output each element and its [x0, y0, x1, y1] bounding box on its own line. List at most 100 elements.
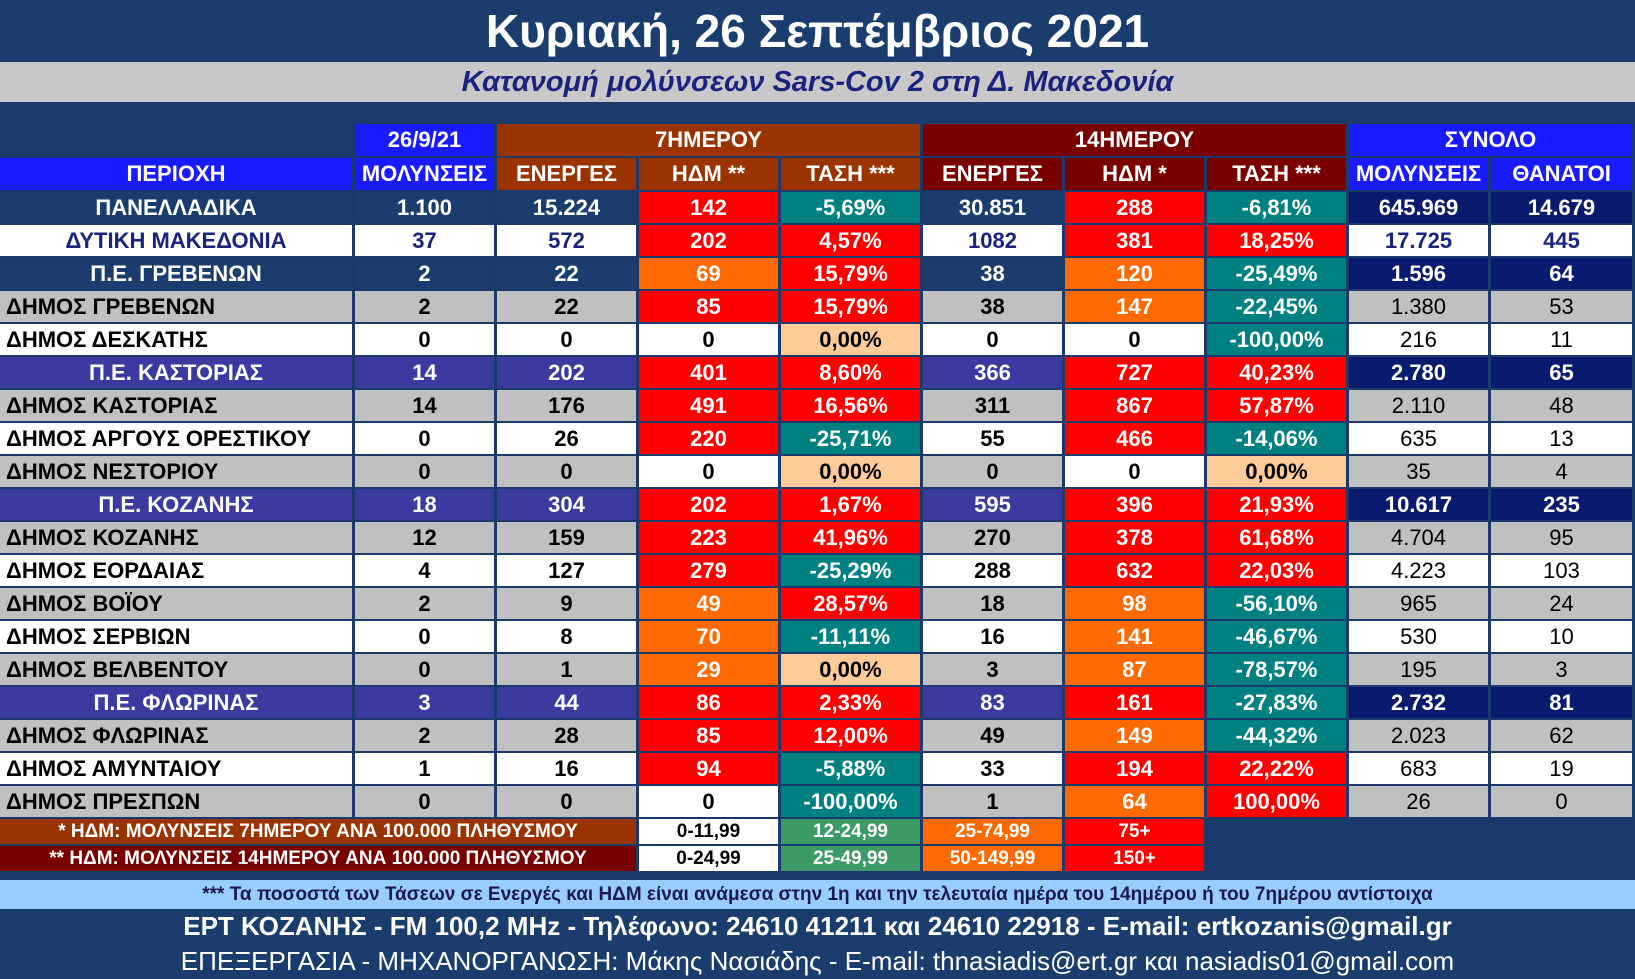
data-cell: 21,93% — [1207, 489, 1349, 522]
data-cell: 22 — [497, 291, 639, 324]
header-total: ΣΥΝΟΛΟ — [1349, 124, 1635, 158]
data-cell: 13 — [1491, 423, 1635, 456]
data-cell: -25,29% — [781, 555, 923, 588]
data-cell: 2.732 — [1349, 687, 1491, 720]
data-cell: -78,57% — [1207, 654, 1349, 687]
data-cell: 22,22% — [1207, 753, 1349, 786]
area-name: ΔΗΜΟΣ ΣΕΡΒΙΩΝ — [0, 621, 355, 654]
data-cell: 55 — [923, 423, 1065, 456]
table-row: Π.Ε. ΓΡΕΒΕΝΩΝ 2 22 69 15,79% 38 120 -25,49% 1.59… — [0, 258, 1635, 291]
data-cell: -27,83% — [1207, 687, 1349, 720]
data-cell: 366 — [923, 357, 1065, 390]
data-cell: 86 — [639, 687, 781, 720]
table-row: ΠΑΝΕΛΛΑΔΙΚΑ 1.100 15.224 142 -5,69% 30.851 288… — [0, 192, 1635, 225]
data-cell: 85 — [639, 291, 781, 324]
data-cell: 0 — [355, 456, 497, 489]
data-cell: 22,03% — [1207, 555, 1349, 588]
area-name: ΠΑΝΕΛΛΑΔΙΚΑ — [0, 192, 355, 225]
data-cell: 0,00% — [781, 654, 923, 687]
data-cell: 279 — [639, 555, 781, 588]
legend-range: 12-24,99 — [781, 819, 923, 846]
covid-table: 26/9/21 7ΗΜΕΡΟΥ 14ΗΜΕΡΟΥ ΣΥΝΟΛΟ ΠΕΡΙΟΧΗ … — [0, 124, 1635, 873]
data-cell: -100,00% — [781, 786, 923, 819]
area-name: ΔΗΜΟΣ ΑΡΓΟΥΣ ΟΡΕΣΤΙΚΟΥ — [0, 423, 355, 456]
data-cell: 0 — [497, 786, 639, 819]
data-cell: 4,57% — [781, 225, 923, 258]
data-cell: 445 — [1491, 225, 1635, 258]
data-cell: 65 — [1491, 357, 1635, 390]
spacer — [0, 102, 1635, 124]
data-cell: 401 — [639, 357, 781, 390]
table-row: ΔΗΜΟΣ ΝΕΣΤΟΡΙΟΥ 0 0 0 0,00% 0 0 0,00% 35 4 — [0, 456, 1635, 489]
data-cell: 62 — [1491, 720, 1635, 753]
area-name: ΔΗΜΟΣ ΠΡΕΣΠΩΝ — [0, 786, 355, 819]
area-name: ΔΗΜΟΣ ΚΟΖΑΝΗΣ — [0, 522, 355, 555]
data-cell: 683 — [1349, 753, 1491, 786]
data-cell: 202 — [639, 225, 781, 258]
data-cell: 8,60% — [781, 357, 923, 390]
footer-contact: ΕΡΤ ΚΟΖΑΝΗΣ - FM 100,2 MHz - Τηλέφωνο: 2… — [0, 909, 1635, 944]
data-cell: 8 — [497, 621, 639, 654]
data-cell: 223 — [639, 522, 781, 555]
data-cell: 9 — [497, 588, 639, 621]
data-cell: 64 — [1065, 786, 1207, 819]
data-cell: 3 — [1491, 654, 1635, 687]
data-cell: 0,00% — [781, 456, 923, 489]
data-cell: 127 — [497, 555, 639, 588]
header-row-1: 26/9/21 7ΗΜΕΡΟΥ 14ΗΜΕΡΟΥ ΣΥΝΟΛΟ — [0, 124, 1635, 158]
data-cell: 0 — [639, 456, 781, 489]
header-area: ΠΕΡΙΟΧΗ — [0, 158, 355, 192]
data-cell: 40,23% — [1207, 357, 1349, 390]
header-col: ΕΝΕΡΓΕΣ — [923, 158, 1065, 192]
data-cell: 270 — [923, 522, 1065, 555]
data-cell: 18,25% — [1207, 225, 1349, 258]
header-col: ΗΔΜ * — [1065, 158, 1207, 192]
data-cell: 33 — [923, 753, 1065, 786]
legend-row: * ΗΔΜ: ΜΟΛΥΝΣΕΙΣ 7ΗΜΕΡΟΥ ΑΝΑ 100.000 ΠΛΗ… — [0, 819, 1635, 846]
data-cell: 141 — [1065, 621, 1207, 654]
legend-range: 25-74,99 — [923, 819, 1065, 846]
legend-range: 50-149,99 — [923, 846, 1065, 873]
data-cell: -56,10% — [1207, 588, 1349, 621]
legend: * ΗΔΜ: ΜΟΛΥΝΣΕΙΣ 7ΗΜΕΡΟΥ ΑΝΑ 100.000 ΠΛΗ… — [0, 819, 1635, 873]
data-cell: 220 — [639, 423, 781, 456]
data-cell: 38 — [923, 258, 1065, 291]
data-cell: 466 — [1065, 423, 1207, 456]
data-cell: -5,69% — [781, 192, 923, 225]
data-cell: 70 — [639, 621, 781, 654]
legend-range: 0-24,99 — [639, 846, 781, 873]
data-cell: 378 — [1065, 522, 1207, 555]
data-cell: 44 — [497, 687, 639, 720]
data-cell: 3 — [923, 654, 1065, 687]
data-cell: 35 — [1349, 456, 1491, 489]
data-cell: 10.617 — [1349, 489, 1491, 522]
area-name: Π.Ε. ΓΡΕΒΕΝΩΝ — [0, 258, 355, 291]
footer-credits: ΕΠΕΞΕΡΓΑΣΙΑ - ΜΗΧΑΝΟΡΓΑΝΩΣΗ: Μάκης Νασιά… — [0, 944, 1635, 979]
data-cell: 491 — [639, 390, 781, 423]
header-date: 26/9/21 — [355, 124, 497, 158]
data-cell: 0 — [923, 456, 1065, 489]
legend-range: 25-49,99 — [781, 846, 923, 873]
data-cell: 38 — [923, 291, 1065, 324]
data-cell: 0 — [355, 324, 497, 357]
data-cell: 0 — [355, 654, 497, 687]
header-col: ΜΟΛΥΝΣΕΙΣ — [355, 158, 497, 192]
area-name: ΔΗΜΟΣ ΒΟΪΟΥ — [0, 588, 355, 621]
data-cell: 0 — [497, 456, 639, 489]
data-cell: 1082 — [923, 225, 1065, 258]
data-cell: -100,00% — [1207, 324, 1349, 357]
data-cell: 53 — [1491, 291, 1635, 324]
data-cell: 16,56% — [781, 390, 923, 423]
legend-range: 0-11,99 — [639, 819, 781, 846]
data-cell: 2.780 — [1349, 357, 1491, 390]
data-cell: 632 — [1065, 555, 1207, 588]
table-row: Π.Ε. ΚΟΖΑΝΗΣ 18 304 202 1,67% 595 396 21,93% 10.… — [0, 489, 1635, 522]
data-cell: 41,96% — [781, 522, 923, 555]
header-col: ΜΟΛΥΝΣΕΙΣ — [1349, 158, 1491, 192]
data-cell: 572 — [497, 225, 639, 258]
data-cell: 26 — [497, 423, 639, 456]
header-col: ΤΑΣΗ *** — [1207, 158, 1349, 192]
data-cell: 0,00% — [781, 324, 923, 357]
data-cell: 19 — [1491, 753, 1635, 786]
data-cell: 0 — [355, 621, 497, 654]
